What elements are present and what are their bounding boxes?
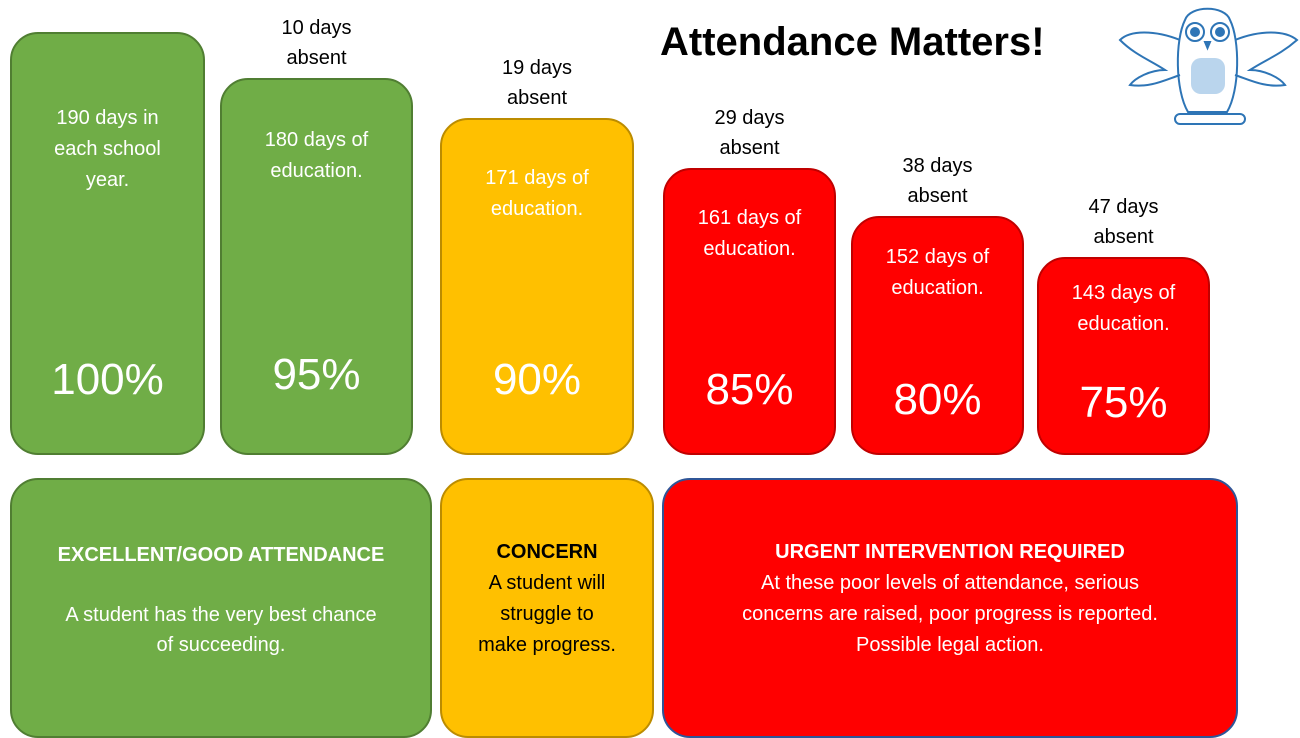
days-education: education. [1077,309,1169,339]
days-education: education. [891,273,983,303]
days-education: education. [270,156,362,186]
percent: 90% [493,355,581,405]
owl-logo [1115,0,1300,140]
days-education: 180 days of [265,125,368,155]
panel-text: At these poor levels of attendance, seri… [761,568,1139,598]
days-absent: 19 days [502,53,572,83]
page: Attendance Matters! (() => { const data … [0,0,1300,716]
days-education: each school [54,134,161,164]
days-education: education. [703,234,795,264]
panel-text: A student has the very best chance [65,600,376,630]
panel-heading: EXCELLENT/GOOD ATTENDANCE [58,540,385,570]
days-absent: absent [1093,222,1153,252]
days-absent: absent [907,181,967,211]
panel-text: of succeeding. [157,630,286,660]
panel-heading: URGENT INTERVENTION REQUIRED [775,537,1125,567]
days-absent: 47 days [1088,192,1158,222]
panel-text: Possible legal action. [856,630,1044,660]
percent: 80% [893,375,981,425]
days-education: 190 days in [56,103,158,133]
panel-text: make progress. [478,630,616,660]
days-absent: 10 days [281,13,351,43]
panel-heading: CONCERN [496,537,597,567]
days-absent: 29 days [714,103,784,133]
days-absent: absent [719,133,779,163]
days-education: 143 days of [1072,278,1175,308]
days-education: 171 days of [485,163,588,193]
percent: 95% [272,350,360,400]
panel-text: struggle to [500,599,593,629]
panel-text: A student will [489,568,606,598]
days-absent: absent [507,83,567,113]
days-education: education. [491,194,583,224]
percent: 100% [51,355,164,405]
panel-text: concerns are raised, poor progress is re… [742,599,1158,629]
days-education: 161 days of [698,203,801,233]
days-absent: absent [286,43,346,73]
title: Attendance Matters! [660,20,1045,65]
days-absent: 38 days [902,151,972,181]
percent: 85% [705,365,793,415]
days-education: 152 days of [886,242,989,272]
percent: 75% [1079,378,1167,428]
days-education: year. [86,165,129,195]
